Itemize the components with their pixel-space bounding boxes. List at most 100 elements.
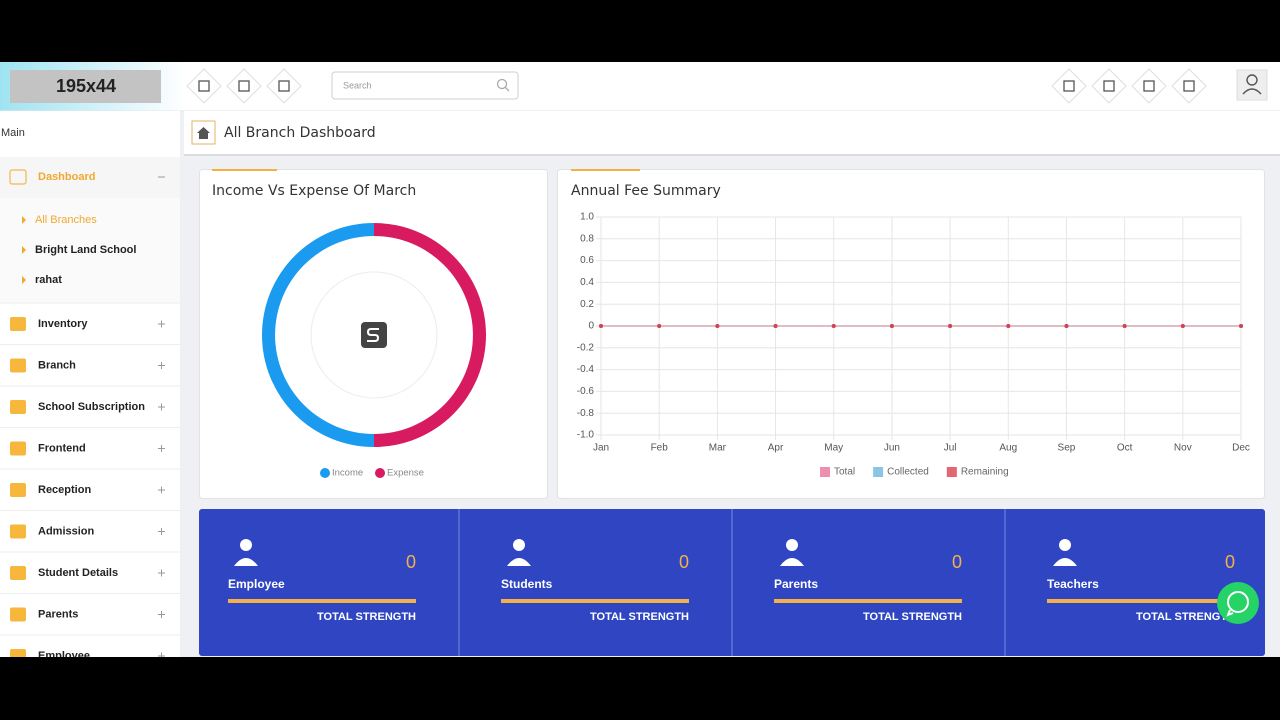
stats: 0 Employee TOTAL STRENGTH 0 Students TOTAL ST… [228, 509, 1235, 656]
stat-icon [1053, 558, 1077, 566]
card-accent [212, 169, 277, 171]
menu-icon [10, 483, 26, 497]
y-tick-label: -0.4 [577, 364, 595, 375]
stat-icon [1059, 539, 1071, 551]
icon-glyph [238, 80, 250, 92]
stat-icon [513, 539, 525, 551]
legend-swatch [820, 467, 830, 477]
icon-button[interactable] [1171, 68, 1207, 104]
whatsapp-icon [1226, 591, 1249, 617]
center-logo-glyph [366, 328, 380, 342]
legend-swatch [946, 467, 957, 477]
stat-label: Students [501, 577, 553, 591]
x-tick-label: May [824, 443, 843, 454]
menu-icon [10, 607, 26, 622]
x-tick-label: Sep [1058, 443, 1076, 454]
menu-label[interactable]: Inventory [38, 318, 88, 330]
legend-label: Collected [887, 467, 929, 478]
menu-icon [10, 524, 26, 539]
x-tick-label: Dec [1232, 443, 1250, 454]
menu-label[interactable]: School Subscription [38, 401, 145, 413]
point [1064, 324, 1069, 328]
menu-label[interactable]: Admission [38, 525, 95, 537]
logo[interactable] [10, 70, 161, 103]
point [715, 324, 720, 328]
icon-button[interactable] [1131, 68, 1167, 104]
icon-button[interactable] [266, 68, 302, 104]
stat-label: Parents [774, 577, 818, 591]
stat-value: 0 [952, 552, 962, 572]
icon-glyph [1103, 80, 1115, 92]
menu-icon [10, 400, 26, 414]
stat-caption: TOTAL STRENGTH [590, 611, 689, 623]
stat-bar [1047, 599, 1235, 603]
icon-button[interactable] [1051, 68, 1087, 104]
stat-icon [786, 539, 798, 551]
menu-label[interactable]: Branch [38, 359, 76, 371]
submenu-label[interactable]: rahat [35, 274, 62, 286]
submenu-arrow [22, 246, 26, 254]
home-icon [197, 127, 210, 139]
menu-icon [10, 317, 26, 331]
menu-label[interactable]: Student Details [38, 567, 118, 579]
menu-label[interactable]: Parents [38, 608, 78, 620]
subheader [184, 111, 1280, 155]
card [557, 169, 1265, 499]
menu-icon [10, 649, 26, 657]
whatsapp-button[interactable] [1217, 582, 1259, 624]
legend-swatch [873, 467, 884, 477]
stat-bar [501, 599, 689, 603]
icon-button[interactable] [186, 68, 222, 104]
search-icon [496, 78, 510, 92]
stat-label: Teachers [1047, 577, 1099, 591]
sidebar-menu: Dashboard All Branches Bright Land School r… [0, 157, 180, 662]
x-tick-label: Mar [709, 443, 727, 454]
menu-icon [10, 441, 26, 456]
search-placeholder: Search [343, 80, 372, 90]
icon-glyph [1183, 80, 1195, 92]
point [948, 324, 953, 328]
legend-swatch [375, 468, 385, 478]
submenu-label[interactable]: All Branches [35, 214, 97, 226]
point [831, 324, 836, 328]
stat-icon [240, 539, 252, 551]
submenu-arrow [22, 276, 26, 284]
icon-glyph [1143, 80, 1155, 92]
legend-label: Expense [387, 468, 424, 479]
header-icons [186, 68, 1207, 104]
x-tick-label: Aug [999, 443, 1017, 454]
sidebar-section: Main [1, 127, 25, 139]
y-tick-label: -0.6 [577, 386, 595, 397]
x-tick-label: Feb [651, 443, 669, 454]
icon-glyph [278, 80, 290, 92]
legend-swatch [320, 468, 330, 478]
chart-title: Annual Fee Summary [571, 183, 721, 199]
icon-button[interactable] [226, 68, 262, 104]
x-tick-label: Apr [768, 443, 784, 454]
y-tick-label: 0.8 [580, 233, 594, 244]
submenu-label[interactable]: Bright Land School [35, 244, 136, 256]
stat-bar [228, 599, 416, 603]
menu-icon [10, 566, 26, 580]
menu-label[interactable]: Dashboard [38, 171, 95, 183]
point [1006, 324, 1011, 328]
y-tick-label: -1.0 [577, 430, 595, 441]
stat-caption: TOTAL STRENGTH [317, 611, 416, 623]
page-title: All Branch Dashboard [224, 125, 376, 141]
doughnut-chart: Income Expense [262, 223, 486, 479]
x-tick-label: Jan [593, 443, 609, 454]
logo-text: 195x44 [56, 76, 116, 96]
app: 195x44 Search All Branch Dashboard Main … [0, 62, 1280, 662]
point [773, 324, 778, 328]
legend-label: Income [332, 468, 363, 479]
stat-value: 0 [1225, 552, 1235, 572]
point [1180, 324, 1185, 328]
inner-ring [310, 271, 438, 399]
menu-label[interactable]: Frontend [38, 442, 86, 454]
menu-label[interactable]: Reception [38, 484, 91, 496]
search-box[interactable] [331, 71, 519, 100]
icon-button[interactable] [1091, 68, 1127, 104]
menu-label[interactable]: Employee [38, 650, 90, 662]
